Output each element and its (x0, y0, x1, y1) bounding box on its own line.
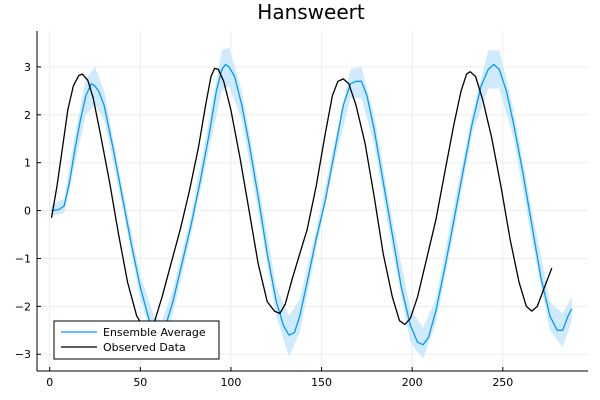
y-tick-label: −2 (15, 300, 31, 313)
observed-data-line (50, 67, 553, 329)
y-tick-label: −1 (15, 252, 31, 265)
y-tick-label: −3 (15, 348, 31, 361)
series-layer (50, 63, 573, 346)
x-tick-label: 200 (402, 376, 423, 389)
y-tick-label: 2 (24, 109, 31, 122)
axes (36, 31, 588, 372)
tick-labels: 0 50 100 150 200 250 −3 −2 −1 0 1 2 3 (15, 61, 514, 389)
x-tick-label: 250 (492, 376, 513, 389)
x-tick-label: 100 (220, 376, 241, 389)
x-tick-label: 50 (133, 376, 147, 389)
ensemble-average-line (51, 63, 573, 346)
legend-label-observed: Observed Data (103, 341, 186, 354)
y-tick-label: 1 (24, 157, 31, 170)
legend: Ensemble Average Observed Data (53, 320, 220, 360)
legend-box (53, 320, 220, 360)
legend-label-ensemble: Ensemble Average (103, 326, 206, 339)
x-tick-label: 150 (311, 376, 332, 389)
x-tick-label: 0 (46, 376, 53, 389)
y-tick-label: 0 (24, 205, 31, 218)
y-tick-label: 3 (24, 61, 31, 74)
chart-title: Hansweert (257, 0, 365, 24)
